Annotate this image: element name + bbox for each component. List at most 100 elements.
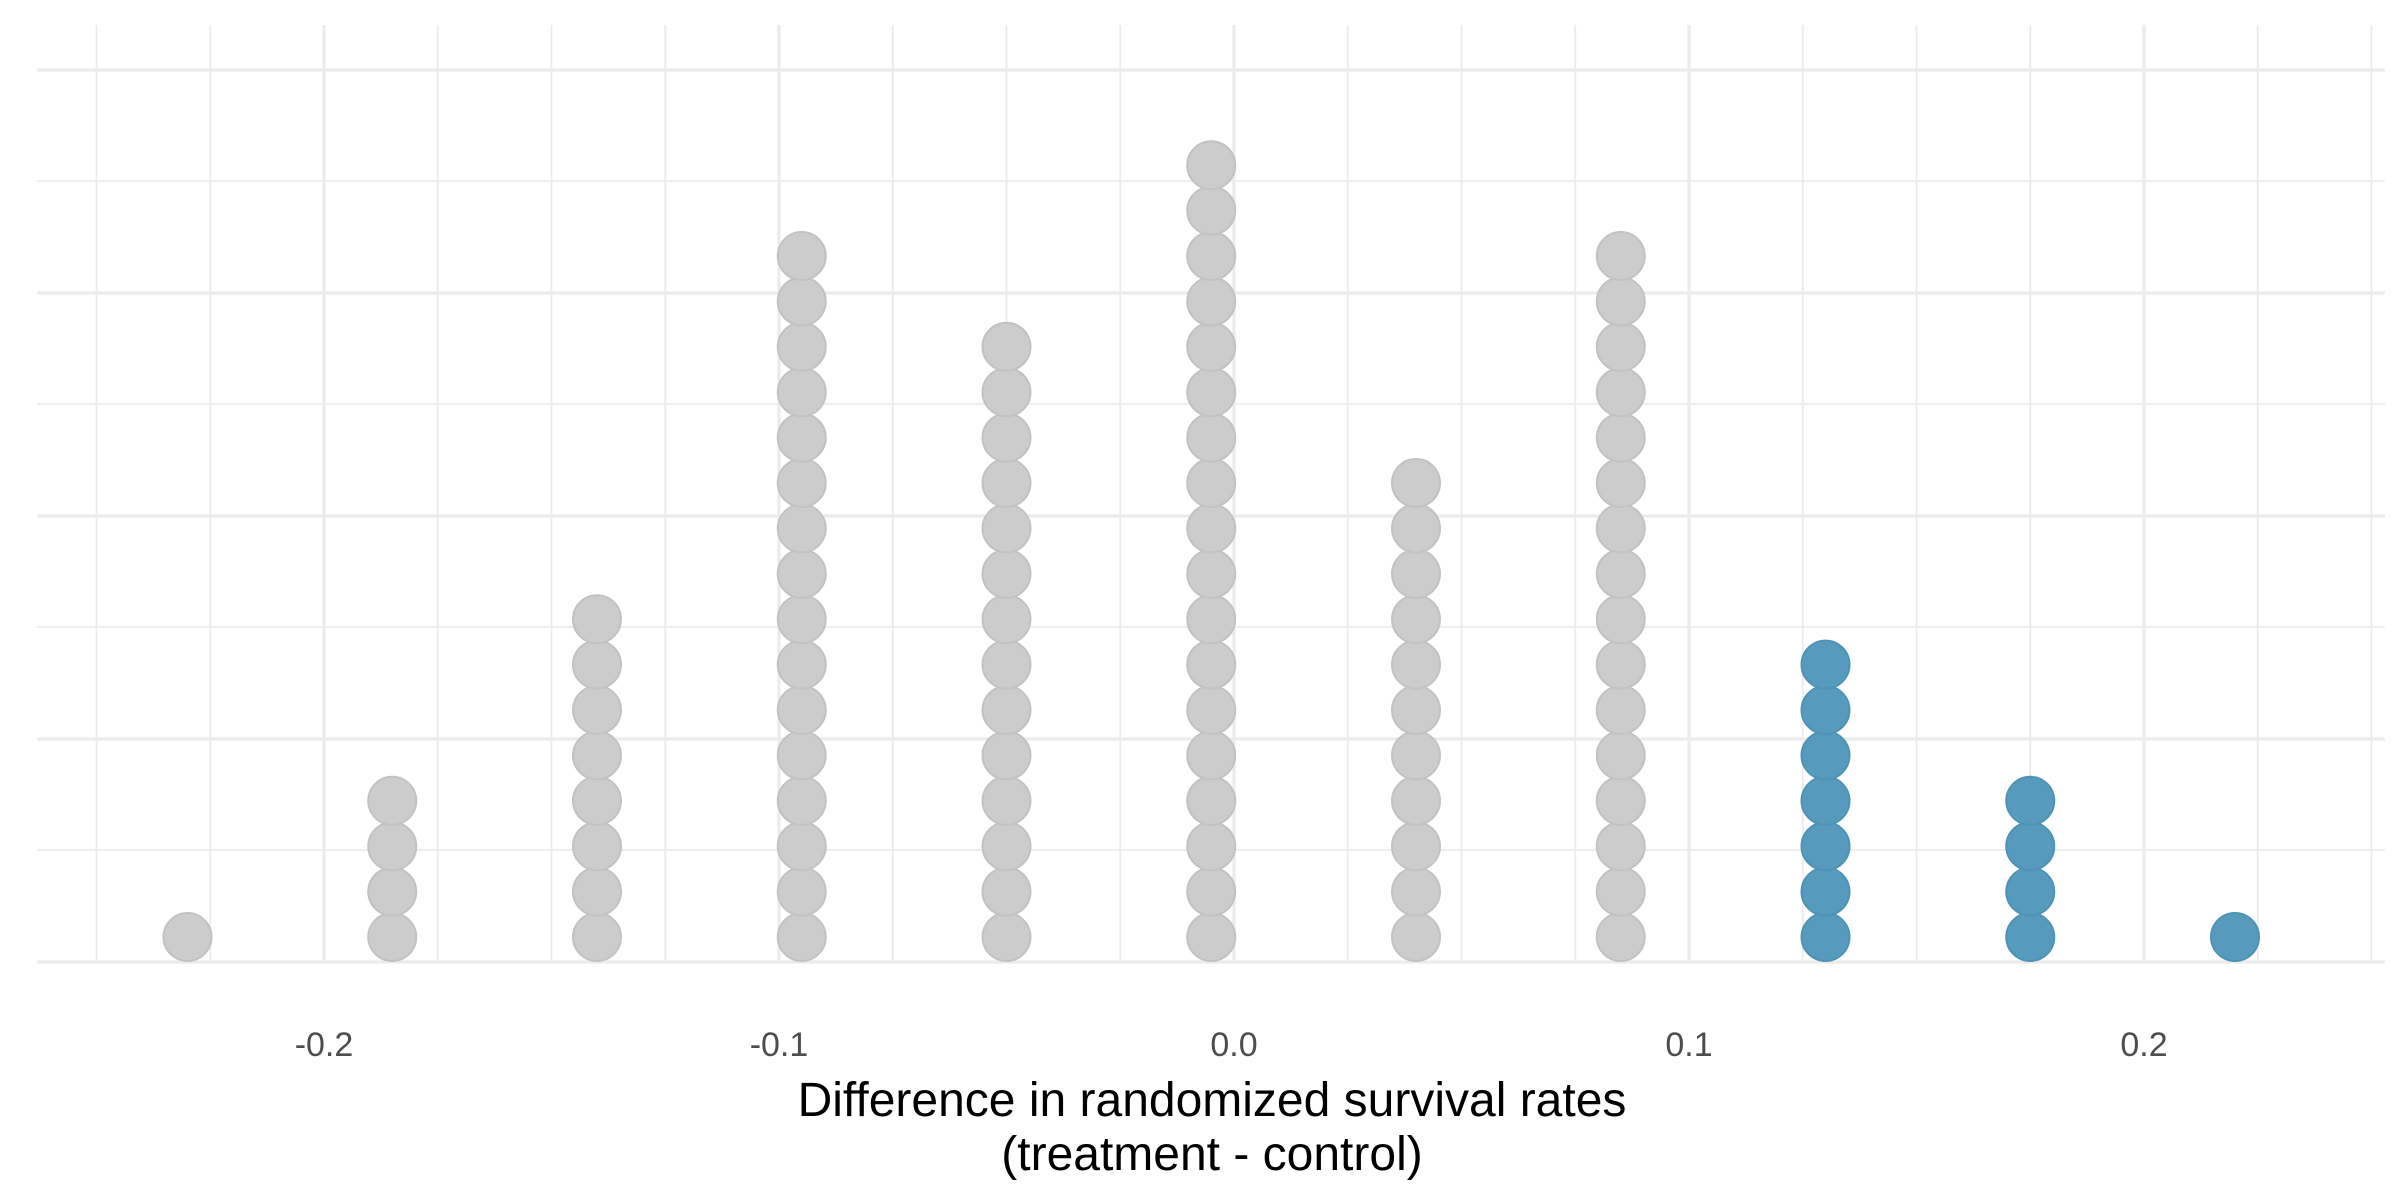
highlighted-dot	[1800, 821, 1851, 872]
x-tick-label: 0.1	[1665, 1026, 1712, 1064]
dot	[776, 503, 827, 554]
x-axis-title-line-2: (treatment - control)	[1001, 1128, 1422, 1181]
dot	[1186, 866, 1237, 917]
dot	[1595, 367, 1646, 418]
dot	[776, 730, 827, 781]
dot	[1186, 730, 1237, 781]
dot	[367, 775, 418, 826]
dot	[776, 276, 827, 327]
dot	[776, 639, 827, 690]
dot	[1186, 594, 1237, 645]
dot	[776, 548, 827, 599]
dot	[981, 503, 1032, 554]
dot	[981, 912, 1032, 962]
dot	[1186, 367, 1237, 418]
dot	[776, 594, 827, 645]
dot	[572, 594, 622, 645]
dot	[776, 912, 827, 962]
dot	[162, 912, 213, 962]
dot	[981, 412, 1032, 463]
highlighted-dot	[1800, 685, 1851, 735]
dot	[1595, 821, 1646, 872]
dot	[1186, 321, 1237, 372]
dot	[981, 548, 1032, 599]
dot	[1595, 458, 1646, 508]
highlighted-dot	[1800, 912, 1851, 962]
dot	[981, 321, 1032, 372]
dot	[1186, 912, 1237, 962]
dot	[367, 912, 418, 962]
dot	[1391, 548, 1441, 599]
x-tick-label: -0.1	[750, 1026, 809, 1064]
dot	[1391, 639, 1441, 690]
dot	[1186, 185, 1237, 236]
dot	[1391, 775, 1441, 826]
dot	[1595, 639, 1646, 690]
dot	[1186, 140, 1237, 191]
dot	[1391, 912, 1441, 962]
dot	[1595, 548, 1646, 599]
dot	[1391, 685, 1441, 735]
dot	[776, 367, 827, 418]
dot	[1391, 821, 1441, 872]
dot	[1595, 594, 1646, 645]
dot	[981, 685, 1032, 735]
dots	[162, 140, 2260, 962]
dot	[981, 458, 1032, 508]
highlighted-dot	[1800, 730, 1851, 781]
dot	[1595, 775, 1646, 826]
dot	[776, 458, 827, 508]
dot	[981, 866, 1032, 917]
x-tick-label: 0.2	[2120, 1026, 2167, 1064]
dot	[1186, 548, 1237, 599]
dot	[1186, 685, 1237, 735]
dot	[1391, 503, 1441, 554]
dot	[1595, 321, 1646, 372]
dot	[1186, 639, 1237, 690]
dot	[1186, 458, 1237, 508]
dot	[572, 639, 622, 690]
dot	[776, 821, 827, 872]
dot	[1595, 866, 1646, 917]
highlighted-dot	[2005, 775, 2056, 826]
dot	[572, 730, 622, 781]
highlighted-dot	[2005, 866, 2056, 917]
dot	[572, 866, 622, 917]
dot	[572, 685, 622, 735]
dot	[1186, 231, 1237, 281]
highlighted-dot	[2005, 821, 2056, 872]
dot	[776, 685, 827, 735]
dot	[1186, 503, 1237, 554]
highlighted-dot	[1800, 639, 1851, 690]
dot	[1391, 594, 1441, 645]
dot	[1391, 458, 1441, 508]
highlighted-dot	[1800, 775, 1851, 826]
dot	[1391, 730, 1441, 781]
dot	[367, 821, 418, 872]
dot	[1595, 685, 1646, 735]
dot	[1595, 412, 1646, 463]
dot	[776, 321, 827, 372]
highlighted-dot	[2210, 912, 2260, 962]
dot	[981, 775, 1032, 826]
x-axis-ticks: -0.2 -0.1 0.0 0.1 0.2	[295, 1026, 2168, 1064]
dot	[367, 866, 418, 917]
dot	[1595, 503, 1646, 554]
dot	[1595, 912, 1646, 962]
dot	[1186, 775, 1237, 826]
highlighted-dot	[2005, 912, 2056, 962]
dot	[1595, 730, 1646, 781]
dot	[981, 730, 1032, 781]
x-tick-label: -0.2	[295, 1026, 354, 1064]
dot	[776, 231, 827, 281]
dot	[1595, 276, 1646, 327]
x-axis-title-line-1: Difference in randomized survival rates	[798, 1074, 1627, 1127]
dot	[776, 412, 827, 463]
highlighted-dot	[1800, 866, 1851, 917]
dot	[1595, 231, 1646, 281]
dot	[981, 367, 1032, 418]
x-tick-label: 0.0	[1210, 1026, 1257, 1064]
dot	[572, 775, 622, 826]
dot	[1186, 412, 1237, 463]
